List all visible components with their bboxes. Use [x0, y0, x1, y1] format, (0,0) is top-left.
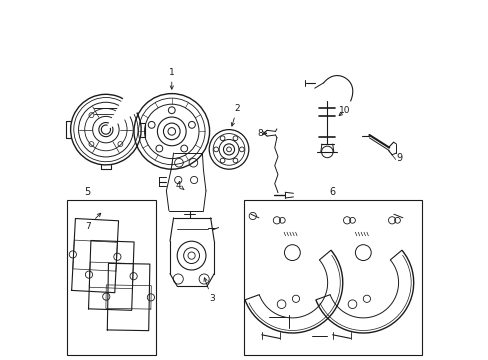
Text: 1: 1: [168, 68, 174, 89]
Text: 9: 9: [395, 153, 402, 163]
Text: 4: 4: [175, 181, 183, 190]
Text: 2: 2: [231, 104, 240, 126]
Bar: [67, 200, 155, 355]
Wedge shape: [106, 98, 138, 130]
Bar: [244, 200, 421, 355]
Text: 5: 5: [83, 186, 90, 197]
Text: 6: 6: [329, 186, 335, 197]
Text: 10: 10: [338, 107, 349, 116]
Text: 7: 7: [85, 213, 101, 231]
Text: 8: 8: [257, 129, 266, 138]
Text: 3: 3: [203, 278, 215, 303]
